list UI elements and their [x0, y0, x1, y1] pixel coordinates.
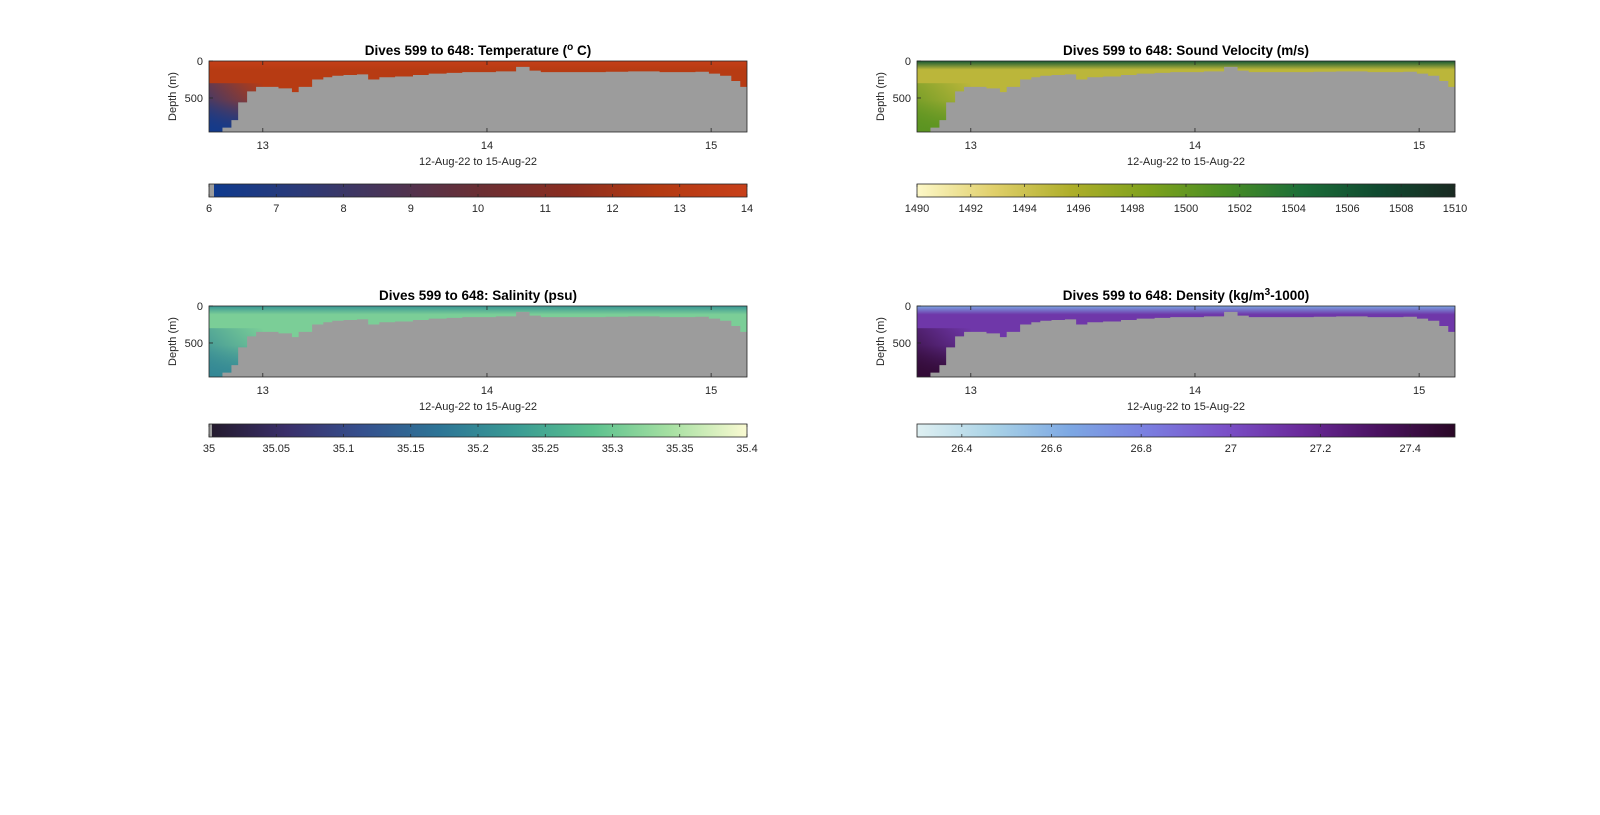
- colorbar-tick-label: 35.35: [666, 443, 694, 455]
- colorbar-tick-label: 14: [741, 203, 753, 215]
- colorbar-tick-label: 1508: [1389, 203, 1413, 215]
- x-axis-label: 12-Aug-22 to 15-Aug-22: [1127, 156, 1245, 168]
- axes-frame: [208, 305, 748, 378]
- colorbar-mask-swatch: [209, 424, 212, 437]
- colorbar-tick-label: 26.8: [1130, 443, 1151, 455]
- y-tick-label: 0: [905, 56, 911, 68]
- colorbar-tick-label: 6: [206, 203, 212, 215]
- title-main: Dives 599 to 648: Temperature (: [365, 43, 568, 58]
- colorbar-tick-label: 1510: [1443, 203, 1467, 215]
- colorbar-fill: [917, 184, 1455, 197]
- colorbar-tick-label: 35.4: [736, 443, 757, 455]
- title-superscript: o: [567, 42, 573, 53]
- y-tick-label: 0: [197, 301, 203, 313]
- colorbar-tick-label: 12: [606, 203, 618, 215]
- colorbar-tick-label: 13: [674, 203, 686, 215]
- y-axis-label: Depth (m): [875, 72, 887, 121]
- x-tick-label: 15: [705, 140, 717, 152]
- axes-frame: [208, 60, 748, 133]
- x-axis-label: 12-Aug-22 to 15-Aug-22: [419, 401, 537, 413]
- colorbar-frame: [916, 423, 1456, 438]
- colorbar-tick-label: 26.6: [1041, 443, 1062, 455]
- x-tick-label: 13: [965, 385, 977, 397]
- colorbar-tick-label: 1506: [1335, 203, 1359, 215]
- colorbar-tick-label: 1494: [1012, 203, 1036, 215]
- colorbar-tick-label: 27: [1225, 443, 1237, 455]
- x-tick-label: 13: [965, 140, 977, 152]
- y-tick-label: 500: [185, 338, 203, 350]
- y-tick-label: 0: [197, 56, 203, 68]
- y-tick-label: 500: [893, 93, 911, 105]
- chart-panel-1: 13 14 15 0 500 12-Aug-22 to 15-Aug-22 Depth (m…: [167, 42, 753, 215]
- colorbar-fill: [917, 424, 1455, 437]
- title-main: Dives 599 to 648: Salinity (psu): [379, 288, 577, 303]
- y-axis-label: Depth (m): [167, 72, 179, 121]
- colorbar-tick-label: 7: [273, 203, 279, 215]
- y-tick-label: 500: [893, 338, 911, 350]
- colorbar: 35 35.05 35.1 35.15 35.2 35.25 35.3 35.35 35.4: [203, 423, 758, 455]
- colorbar-tick-label: 35.3: [602, 443, 623, 455]
- colorbar-tick-label: 1500: [1174, 203, 1198, 215]
- axes-frame: [916, 305, 1456, 378]
- seafloor-mask: [917, 311, 1455, 377]
- colorbar-tick-label: 27.4: [1399, 443, 1420, 455]
- colorbar-tick-label: 1498: [1120, 203, 1144, 215]
- colorbar-tick-label: 1492: [959, 203, 983, 215]
- colorbar-fill: [209, 184, 747, 197]
- seafloor-mask: [209, 66, 747, 132]
- title-main: Dives 599 to 648: Density (kg/m: [1063, 288, 1265, 303]
- chart-title: Dives 599 to 648: Temperature (o C): [365, 42, 591, 58]
- colorbar-tick-label: 35.25: [531, 443, 559, 455]
- x-tick-label: 15: [705, 385, 717, 397]
- chart-title: Dives 599 to 648: Sound Velocity (m/s): [1063, 43, 1309, 58]
- colorbar-tick-label: 35.15: [397, 443, 425, 455]
- chart-panel-4: 13 14 15 0 500 12-Aug-22 to 15-Aug-22 Depth (m…: [875, 287, 1456, 455]
- colorbar-tick-label: 35.05: [262, 443, 290, 455]
- x-axis-label: 12-Aug-22 to 15-Aug-22: [1127, 401, 1245, 413]
- y-tick-label: 500: [185, 93, 203, 105]
- chart-title: Dives 599 to 648: Density (kg/m3-1000): [1063, 287, 1309, 303]
- title-main: Dives 599 to 648: Sound Velocity (m/s): [1063, 43, 1309, 58]
- y-axis-label: Depth (m): [875, 317, 887, 366]
- y-axis-label: Depth (m): [167, 317, 179, 366]
- colorbar-tick-label: 9: [408, 203, 414, 215]
- colorbar: 6 7 8 9 10 11 12 13 14: [206, 183, 753, 215]
- chart-panel-3: 13 14 15 0 500 12-Aug-22 to 15-Aug-22 Depth (m…: [167, 288, 758, 455]
- x-tick-label: 15: [1413, 140, 1425, 152]
- x-tick-label: 14: [481, 385, 493, 397]
- y-tick-label: 0: [905, 301, 911, 313]
- colorbar-tick-label: 11: [540, 203, 551, 215]
- colorbar-tick-label: 35.2: [467, 443, 488, 455]
- colorbar-tick-label: 35: [203, 443, 215, 455]
- seafloor-mask: [917, 66, 1455, 132]
- axes-frame: [916, 60, 1456, 133]
- title-unit-close: -1000): [1270, 288, 1309, 303]
- colorbar-tick-label: 10: [472, 203, 484, 215]
- colorbar: 26.4 26.6 26.8 27 27.2 27.4: [916, 423, 1456, 455]
- colorbar: 1490 1492 1494 1496 1498 1500 1502 1504 1506 1508…: [905, 183, 1467, 215]
- colorbar-mask-swatch: [209, 184, 214, 197]
- x-tick-label: 14: [481, 140, 493, 152]
- x-tick-label: 14: [1189, 385, 1201, 397]
- x-axis-label: 12-Aug-22 to 15-Aug-22: [419, 156, 537, 168]
- title-unit-close: C): [573, 43, 591, 58]
- colorbar-tick-label: 1490: [905, 203, 929, 215]
- colorbar-tick-label: 27.2: [1310, 443, 1331, 455]
- x-tick-label: 14: [1189, 140, 1201, 152]
- colorbar-tick-label: 26.4: [951, 443, 972, 455]
- seafloor-mask: [209, 311, 747, 377]
- colorbar-fill: [209, 424, 747, 437]
- x-tick-label: 13: [257, 140, 269, 152]
- chart-panel-2: 13 14 15 0 500 12-Aug-22 to 15-Aug-22 Depth (m…: [875, 43, 1467, 215]
- colorbar-tick-label: 1502: [1228, 203, 1252, 215]
- colorbar-tick-label: 8: [340, 203, 346, 215]
- colorbar-tick-label: 1496: [1066, 203, 1090, 215]
- colorbar-tick-label: 35.1: [333, 443, 354, 455]
- title-superscript: 3: [1265, 287, 1271, 298]
- chart-title: Dives 599 to 648: Salinity (psu): [379, 288, 577, 303]
- x-tick-label: 15: [1413, 385, 1425, 397]
- x-tick-label: 13: [257, 385, 269, 397]
- colorbar-tick-label: 1504: [1281, 203, 1305, 215]
